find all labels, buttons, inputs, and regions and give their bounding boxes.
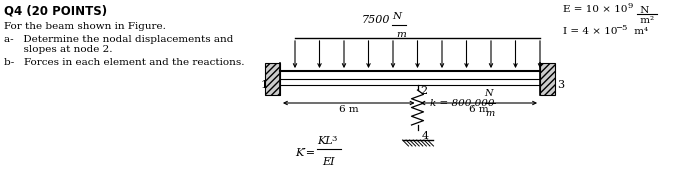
Text: K′=: K′= [295,148,318,158]
Text: KL: KL [317,136,332,146]
Bar [265,63,280,95]
Text: N: N [392,12,401,21]
Text: 6 m: 6 m [339,105,358,114]
Text: m: m [396,30,406,39]
Text: Q4 (20 POINTS): Q4 (20 POINTS) [4,5,107,18]
Text: 7500: 7500 [361,15,390,25]
Bar [540,63,555,95]
Text: E = 10 × 10: E = 10 × 10 [563,5,627,14]
Text: m²: m² [637,16,654,25]
Text: b-   Forces in each element and the reactions.: b- Forces in each element and the reacti… [4,58,244,67]
Text: For the beam shown in Figure.: For the beam shown in Figure. [4,22,166,31]
Text: EI: EI [322,157,335,167]
Text: slopes at node 2.: slopes at node 2. [4,45,113,54]
Text: 3: 3 [557,80,564,90]
Text: 2: 2 [421,86,428,96]
Text: N: N [637,6,650,15]
Text: −5: −5 [615,24,627,32]
Text: 6 m: 6 m [469,105,489,114]
Text: 9: 9 [627,2,632,10]
Text: 3: 3 [331,135,337,143]
Text: a-   Determine the nodal displacements and: a- Determine the nodal displacements and [4,35,233,44]
Text: k = 800,000: k = 800,000 [430,99,497,108]
Text: m⁴: m⁴ [631,27,648,36]
Text: m: m [486,108,495,118]
Text: 1: 1 [261,80,268,90]
Text: I = 4 × 10: I = 4 × 10 [563,27,617,36]
Text: N: N [484,90,493,98]
Text: 4: 4 [421,131,428,141]
